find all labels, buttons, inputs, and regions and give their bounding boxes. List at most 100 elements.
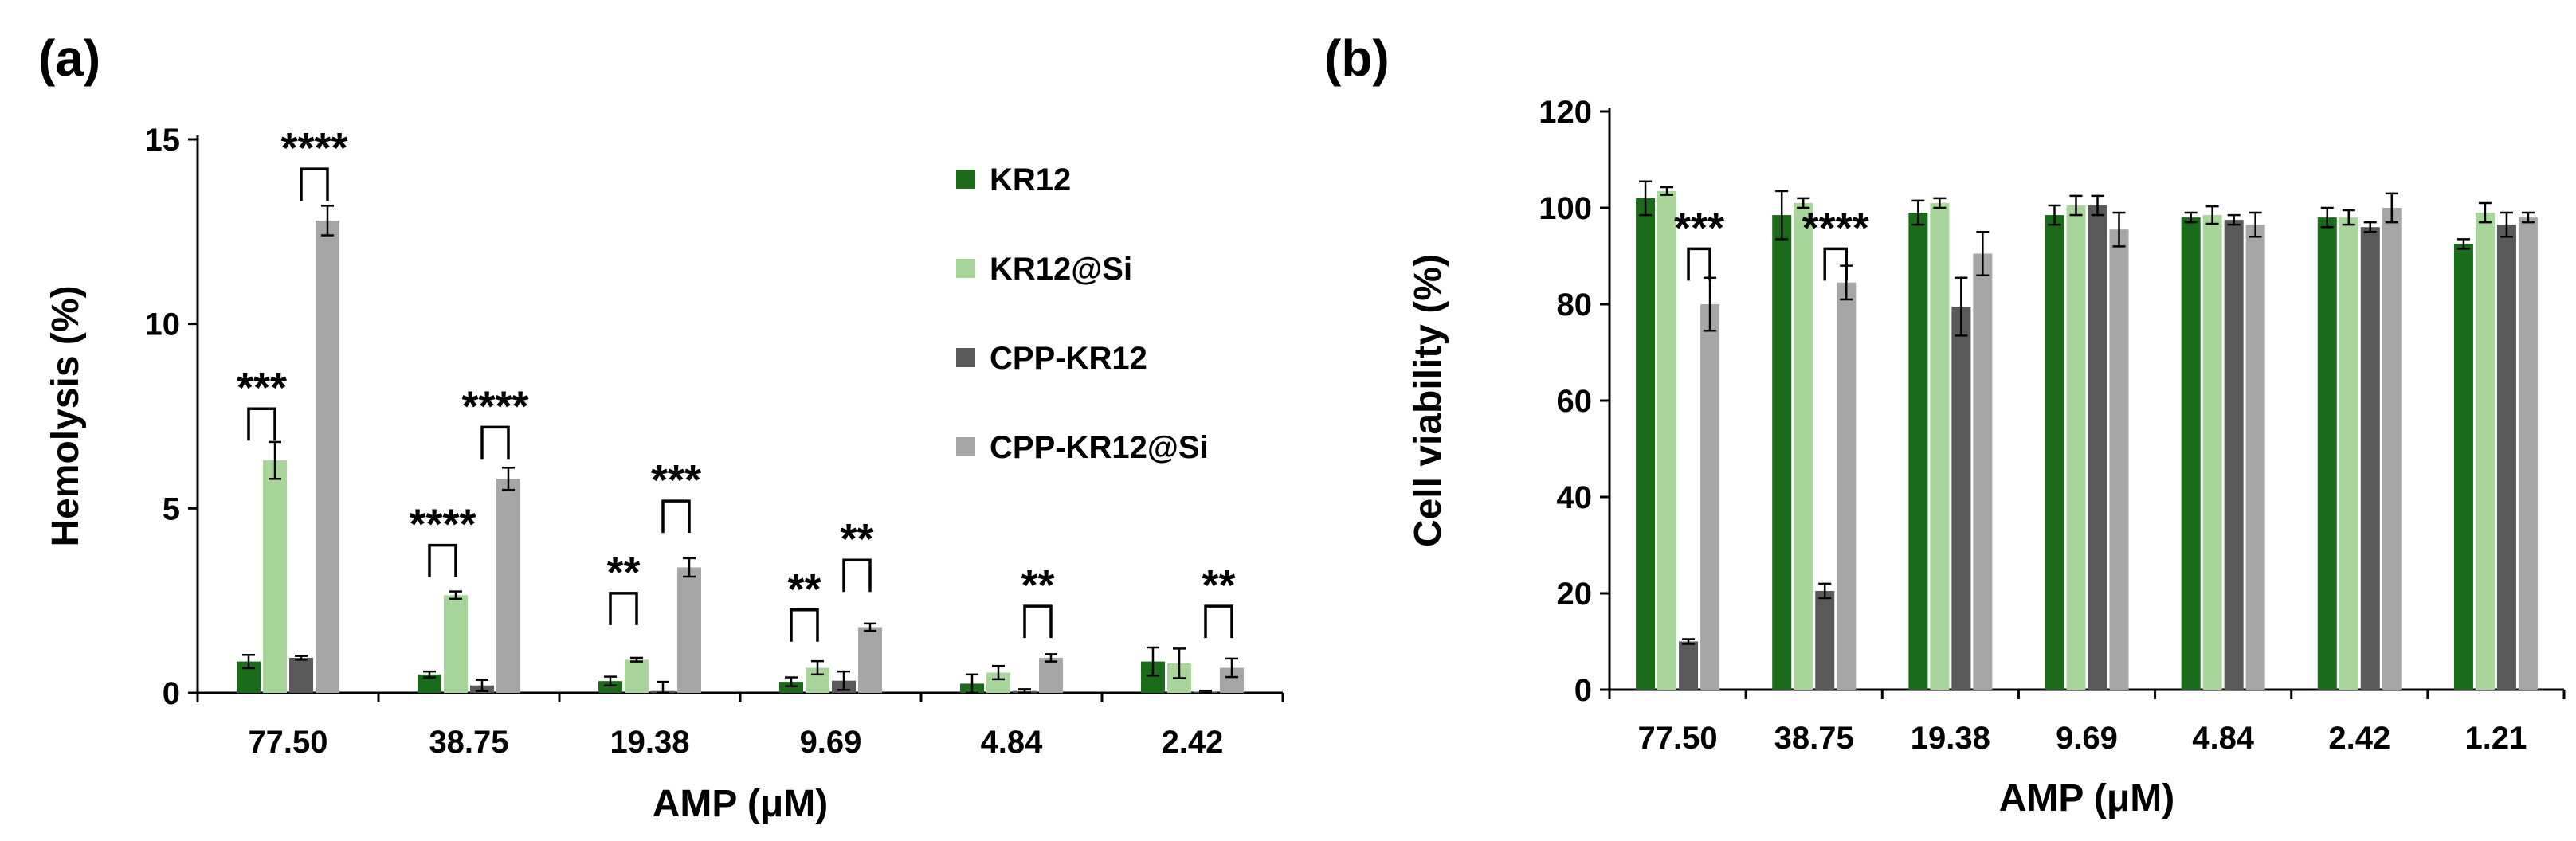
significance-stars: **** bbox=[1802, 204, 1869, 252]
y-tick-label: 0 bbox=[1574, 673, 1592, 708]
y-tick-label: 120 bbox=[1539, 95, 1592, 130]
legend-label: CPP-KR12 bbox=[990, 341, 1147, 376]
x-tick-label: 9.69 bbox=[800, 725, 862, 760]
significance-stars: **** bbox=[409, 501, 476, 549]
bar bbox=[2360, 227, 2380, 690]
y-tick-label: 40 bbox=[1557, 480, 1593, 515]
significance-bracket bbox=[1023, 604, 1053, 639]
y-tick-label: 80 bbox=[1557, 288, 1593, 323]
bar bbox=[2518, 217, 2538, 690]
bar bbox=[625, 659, 649, 693]
x-tick-label: 2.42 bbox=[1162, 725, 1224, 760]
bar bbox=[1657, 190, 1677, 690]
bar bbox=[1951, 307, 1971, 690]
bar bbox=[1973, 253, 1993, 690]
x-axis-title: AMP (μM) bbox=[1999, 777, 2174, 819]
bar bbox=[496, 479, 520, 693]
panel-label: (a) bbox=[38, 29, 100, 87]
bar bbox=[1815, 590, 1835, 690]
significance-bracket bbox=[1204, 604, 1233, 639]
significance-bracket bbox=[842, 558, 872, 593]
x-tick-label: 4.84 bbox=[2192, 721, 2255, 756]
bar bbox=[1908, 213, 1928, 690]
x-tick-label: 4.84 bbox=[981, 725, 1044, 760]
x-tick-label: 19.38 bbox=[610, 725, 689, 760]
significance-stars: *** bbox=[1674, 204, 1724, 252]
bar bbox=[2382, 208, 2402, 690]
significance-stars: **** bbox=[280, 124, 347, 172]
y-tick-label: 0 bbox=[163, 676, 180, 711]
bar bbox=[316, 220, 339, 693]
legend-label: KR12 bbox=[990, 162, 1071, 198]
y-tick-label: 60 bbox=[1557, 384, 1593, 419]
bar bbox=[2109, 229, 2129, 690]
bar bbox=[1772, 215, 1792, 690]
bar bbox=[598, 681, 622, 693]
significance-stars: ** bbox=[787, 565, 821, 613]
bar bbox=[2245, 225, 2265, 690]
bar bbox=[1794, 202, 1813, 690]
x-tick-label: 38.75 bbox=[1774, 721, 1854, 756]
bar bbox=[779, 682, 803, 693]
bar bbox=[2066, 205, 2086, 690]
significance-stars: ** bbox=[840, 515, 873, 563]
bar bbox=[1930, 202, 1950, 690]
bar bbox=[2496, 225, 2516, 690]
significance-bracket bbox=[428, 543, 457, 577]
panel-b: (b) 0 20 40 60 80 100 120 77.50 38.75 19.38 9.69 4.8… bbox=[1324, 29, 2566, 819]
bar bbox=[2224, 220, 2244, 690]
significance-bracket bbox=[480, 425, 510, 460]
significance-bracket bbox=[790, 608, 819, 642]
bar bbox=[2317, 217, 2337, 690]
bar bbox=[858, 627, 882, 693]
bar bbox=[1837, 282, 1857, 690]
legend-swatch bbox=[956, 348, 975, 367]
significance-bracket bbox=[247, 407, 276, 441]
bar bbox=[444, 595, 468, 693]
legend-label: KR12@Si bbox=[990, 252, 1132, 287]
y-tick-label: 10 bbox=[145, 307, 181, 342]
y-tick-label: 5 bbox=[163, 491, 180, 526]
panel-a: (a) 0 5 10 15 77.50 38.75 19.38 9.69 4.84 2.42 AMP … bbox=[38, 29, 1284, 825]
bar bbox=[2045, 215, 2064, 690]
bar bbox=[2339, 217, 2358, 690]
significance-bracket bbox=[300, 167, 329, 201]
x-tick-label: 77.50 bbox=[248, 725, 327, 760]
bar bbox=[263, 460, 287, 693]
legend-label: CPP-KR12@Si bbox=[990, 430, 1209, 465]
significance-stars: *** bbox=[651, 456, 701, 504]
y-axis-title: Cell viability (%) bbox=[1407, 254, 1449, 547]
y-tick-label: 15 bbox=[145, 123, 181, 158]
y-tick-label: 100 bbox=[1539, 191, 1592, 226]
bar bbox=[2181, 217, 2201, 690]
significance-bracket bbox=[661, 499, 691, 534]
x-tick-label: 19.38 bbox=[1911, 721, 1990, 756]
legend-swatch bbox=[956, 259, 975, 278]
bar bbox=[677, 567, 701, 693]
bar bbox=[289, 657, 313, 693]
x-tick-label: 38.75 bbox=[429, 725, 508, 760]
bar bbox=[1679, 641, 1699, 690]
legend-swatch bbox=[956, 437, 975, 456]
significance-stars: *** bbox=[237, 364, 287, 412]
x-axis-title: AMP (μM) bbox=[653, 783, 828, 825]
bar bbox=[2475, 213, 2495, 690]
significance-bracket bbox=[1823, 247, 1848, 281]
bar bbox=[1039, 657, 1063, 693]
significance-stars: ** bbox=[1202, 561, 1235, 609]
legend-swatch bbox=[956, 170, 975, 189]
x-tick-label: 2.42 bbox=[2328, 721, 2390, 756]
significance-stars: **** bbox=[461, 382, 528, 430]
significance-bracket bbox=[1687, 247, 1711, 281]
significance-stars: ** bbox=[1021, 561, 1054, 609]
bar bbox=[418, 674, 441, 693]
x-tick-label: 77.50 bbox=[1638, 721, 1718, 756]
significance-bracket bbox=[609, 592, 638, 625]
y-tick-label: 20 bbox=[1557, 577, 1593, 612]
bar bbox=[2202, 215, 2222, 690]
significance-stars: ** bbox=[606, 549, 640, 597]
bar bbox=[2088, 205, 2107, 690]
bar bbox=[1700, 304, 1720, 690]
y-axis-title: Hemolysis (%) bbox=[45, 285, 87, 546]
